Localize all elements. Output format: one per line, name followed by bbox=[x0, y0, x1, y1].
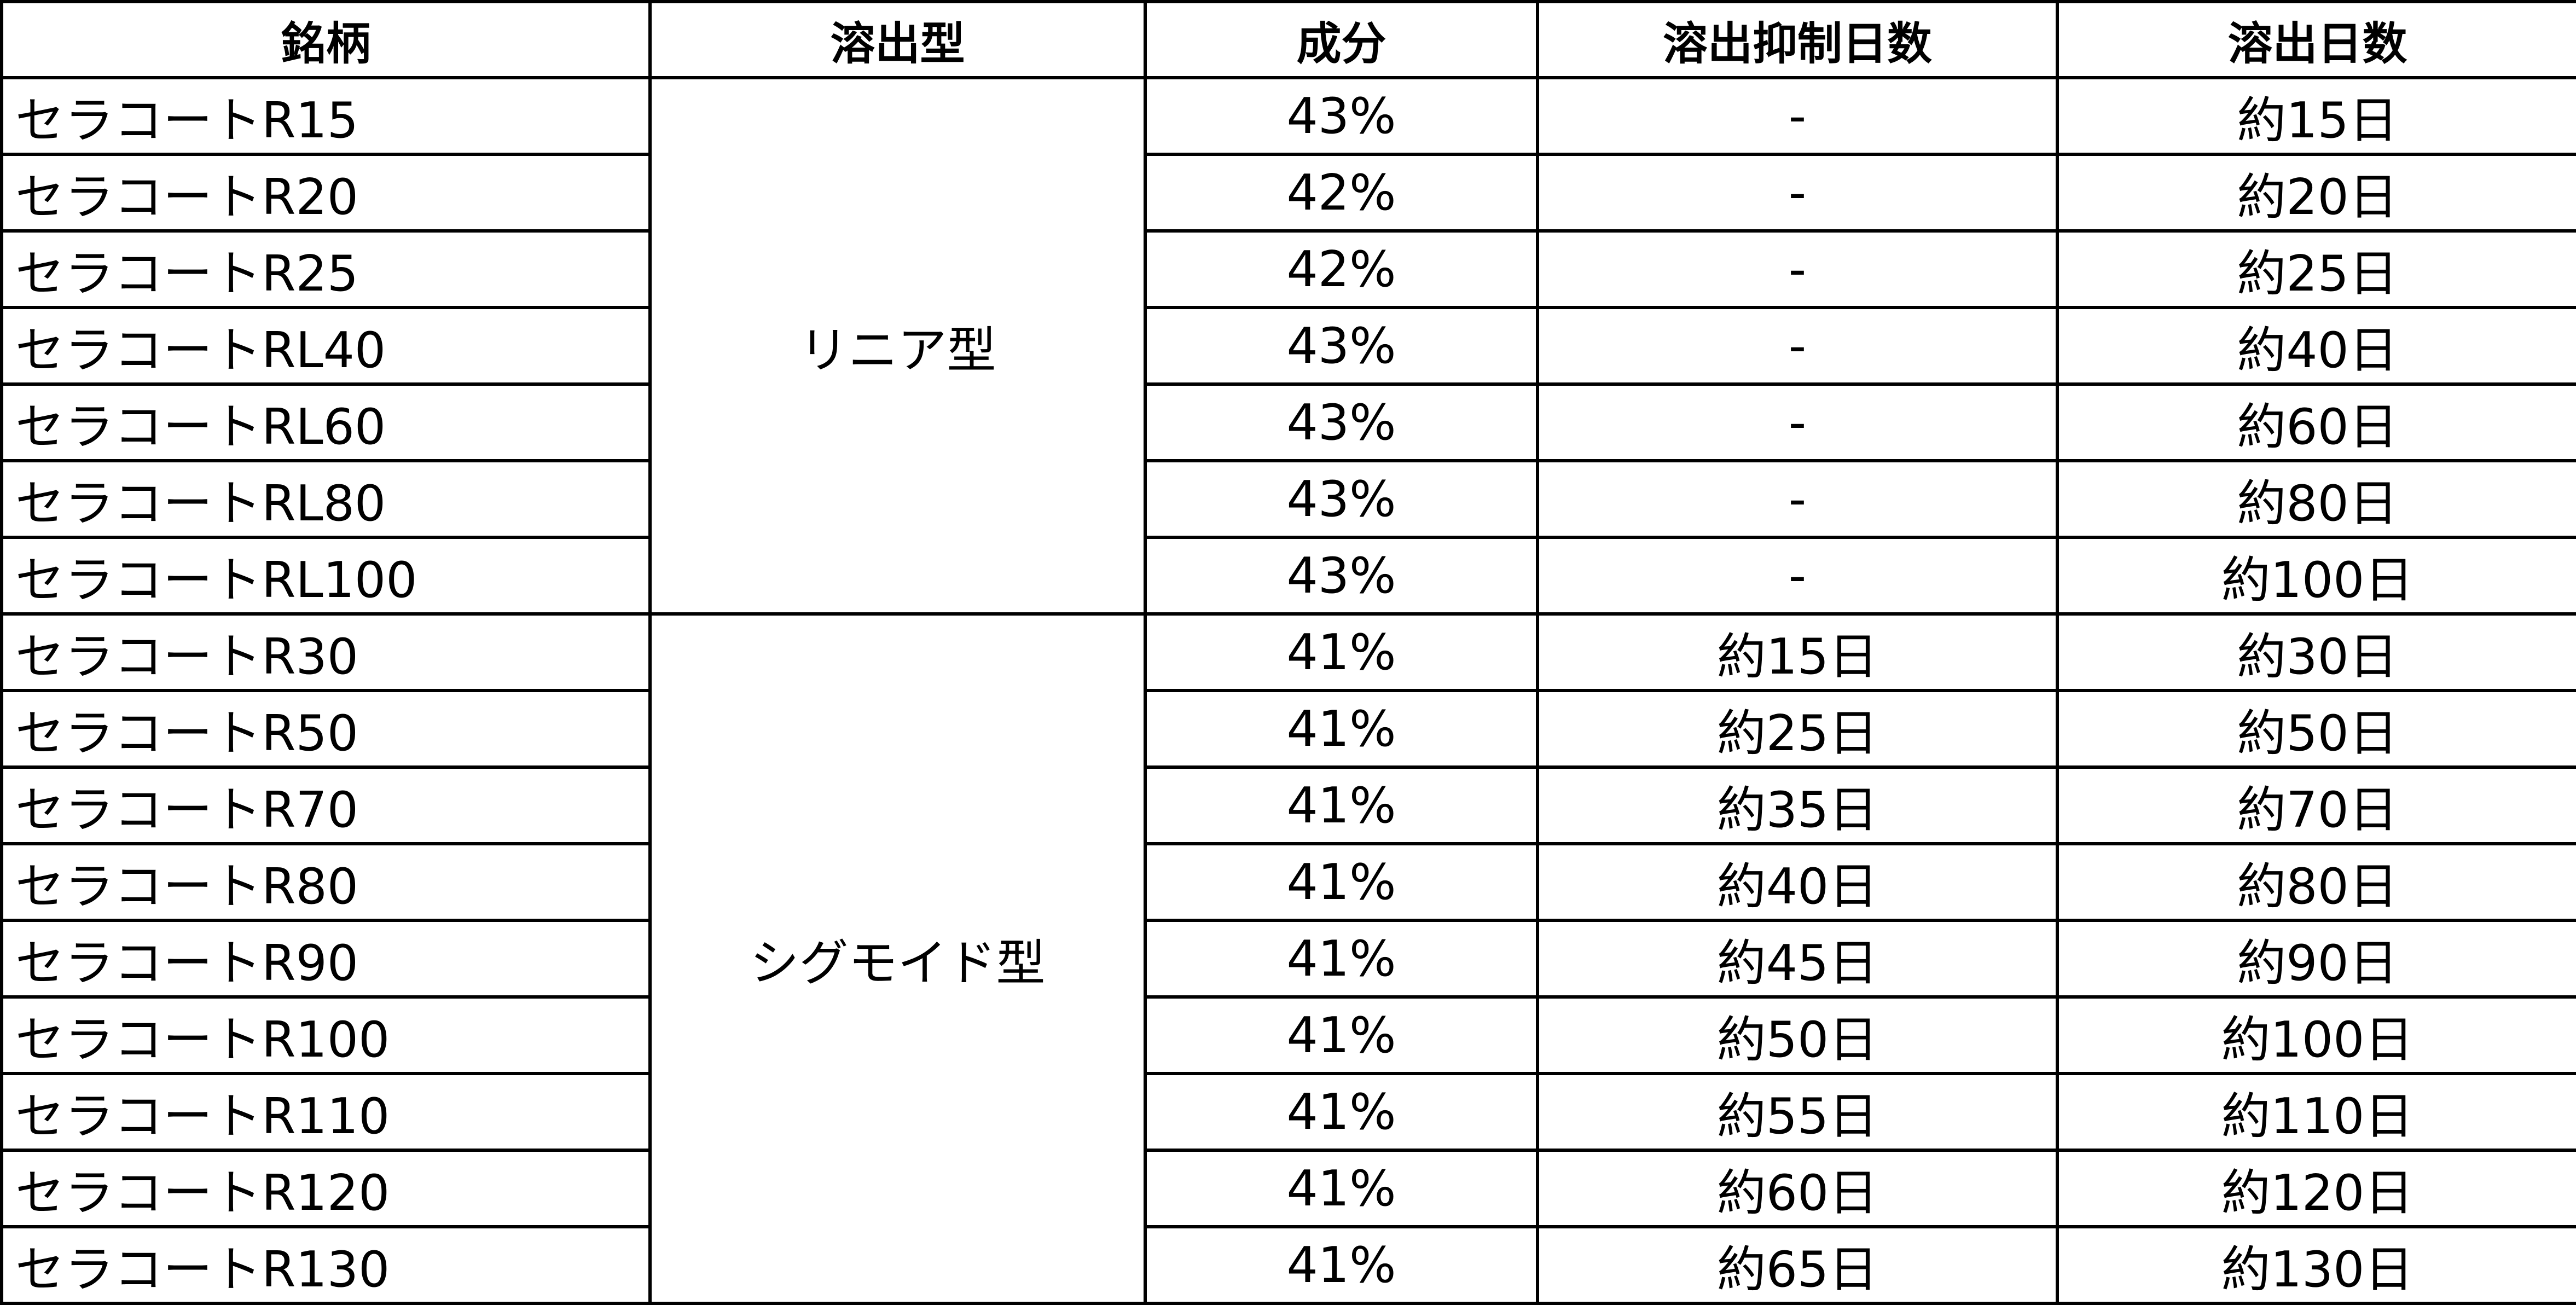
header-product-name: 銘柄 bbox=[0, 0, 652, 79]
release-days-cell: 約110日 bbox=[2056, 1072, 2576, 1152]
product-name-cell: セラコートR90 bbox=[0, 919, 652, 999]
table-row: セラコートR20 42% - 約20日 bbox=[0, 153, 2576, 233]
release-days-cell: 約15日 bbox=[2056, 76, 2576, 156]
release-days-cell: 約25日 bbox=[2056, 229, 2576, 309]
table-row: セラコートRL80 43% - 約80日 bbox=[0, 459, 2576, 539]
suppression-days-cell: 約15日 bbox=[1536, 612, 2059, 692]
component-cell: 41% bbox=[1144, 612, 1539, 692]
release-days-cell: 約100日 bbox=[2056, 995, 2576, 1075]
component-cell: 41% bbox=[1144, 1225, 1539, 1305]
table-row: セラコートR25 42% - 約25日 bbox=[0, 229, 2576, 309]
product-name-cell: セラコートRL80 bbox=[0, 459, 652, 539]
component-cell: 41% bbox=[1144, 842, 1539, 922]
suppression-days-cell: 約55日 bbox=[1536, 1072, 2059, 1152]
product-name-cell: セラコートRL40 bbox=[0, 306, 652, 386]
release-days-cell: 約20日 bbox=[2056, 153, 2576, 233]
table-row: セラコートRL100 43% - 約100日 bbox=[0, 536, 2576, 616]
table-row: セラコートR90 41% 約45日 約90日 bbox=[0, 919, 2576, 999]
product-name-cell: セラコートR80 bbox=[0, 842, 652, 922]
table-row: セラコートR120 41% 約60日 約120日 bbox=[0, 1149, 2576, 1228]
product-name-cell: セラコートR25 bbox=[0, 229, 652, 309]
suppression-days-cell: 約65日 bbox=[1536, 1225, 2059, 1305]
table-row: セラコートR50 41% 約25日 約50日 bbox=[0, 689, 2576, 769]
component-cell: 41% bbox=[1144, 1072, 1539, 1152]
component-cell: 43% bbox=[1144, 459, 1539, 539]
release-days-cell: 約130日 bbox=[2056, 1225, 2576, 1305]
table-body: セラコートR15 リニア型 43% - 約15日 セラコートR20 42% - 約20日 セラコー… bbox=[0, 76, 2576, 1305]
release-days-cell: 約70日 bbox=[2056, 765, 2576, 845]
suppression-days-cell: 約60日 bbox=[1536, 1149, 2059, 1228]
table-row: セラコートR80 41% 約40日 約80日 bbox=[0, 842, 2576, 922]
suppression-days-cell: - bbox=[1536, 153, 2059, 233]
product-name-cell: セラコートRL60 bbox=[0, 382, 652, 462]
header-suppression-days: 溶出抑制日数 bbox=[1536, 0, 2059, 79]
suppression-days-cell: 約35日 bbox=[1536, 765, 2059, 845]
product-name-cell: セラコートR15 bbox=[0, 76, 652, 156]
component-cell: 41% bbox=[1144, 995, 1539, 1075]
suppression-days-cell: - bbox=[1536, 229, 2059, 309]
suppression-days-cell: 約45日 bbox=[1536, 919, 2059, 999]
release-days-cell: 約50日 bbox=[2056, 689, 2576, 769]
product-name-cell: セラコートR110 bbox=[0, 1072, 652, 1152]
release-days-cell: 約80日 bbox=[2056, 842, 2576, 922]
release-type-cell: シグモイド型 bbox=[648, 612, 1147, 1305]
table-row: セラコートR15 リニア型 43% - 約15日 bbox=[0, 76, 2576, 616]
header-component: 成分 bbox=[1144, 0, 1539, 79]
release-days-cell: 約120日 bbox=[2056, 1149, 2576, 1228]
product-name-cell: セラコートR100 bbox=[0, 995, 652, 1075]
table-row: セラコートR30 シグモイド型 41% 約15日 約30日 bbox=[0, 612, 2576, 1305]
product-name-cell: セラコートRL100 bbox=[0, 536, 652, 616]
suppression-days-cell: - bbox=[1536, 382, 2059, 462]
component-cell: 42% bbox=[1144, 153, 1539, 233]
table-row: セラコートRL60 43% - 約60日 bbox=[0, 382, 2576, 462]
component-cell: 43% bbox=[1144, 536, 1539, 616]
table-row: セラコートR100 41% 約50日 約100日 bbox=[0, 995, 2576, 1075]
product-name-cell: セラコートR50 bbox=[0, 689, 652, 769]
product-name-cell: セラコートR120 bbox=[0, 1149, 652, 1228]
component-cell: 41% bbox=[1144, 919, 1539, 999]
header-row: 銘柄 溶出型 成分 溶出抑制日数 溶出日数 bbox=[0, 0, 2576, 79]
suppression-days-cell: - bbox=[1536, 536, 2059, 616]
component-cell: 43% bbox=[1144, 382, 1539, 462]
component-cell: 43% bbox=[1144, 76, 1539, 156]
release-days-cell: 約60日 bbox=[2056, 382, 2576, 462]
component-cell: 41% bbox=[1144, 765, 1539, 845]
component-cell: 41% bbox=[1144, 1149, 1539, 1228]
suppression-days-cell: 約25日 bbox=[1536, 689, 2059, 769]
component-cell: 41% bbox=[1144, 689, 1539, 769]
suppression-days-cell: - bbox=[1536, 76, 2059, 156]
component-cell: 42% bbox=[1144, 229, 1539, 309]
release-type-cell: リニア型 bbox=[648, 76, 1147, 616]
table-row: セラコートR70 41% 約35日 約70日 bbox=[0, 765, 2576, 845]
table-row: セラコートRL40 43% - 約40日 bbox=[0, 306, 2576, 386]
release-days-cell: 約30日 bbox=[2056, 612, 2576, 692]
suppression-days-cell: 約40日 bbox=[1536, 842, 2059, 922]
component-cell: 43% bbox=[1144, 306, 1539, 386]
release-days-cell: 約80日 bbox=[2056, 459, 2576, 539]
suppression-days-cell: 約50日 bbox=[1536, 995, 2059, 1075]
product-name-cell: セラコートR30 bbox=[0, 612, 652, 692]
release-days-cell: 約100日 bbox=[2056, 536, 2576, 616]
product-name-cell: セラコートR20 bbox=[0, 153, 652, 233]
product-name-cell: セラコートR70 bbox=[0, 765, 652, 845]
table-row: セラコートR110 41% 約55日 約110日 bbox=[0, 1072, 2576, 1152]
product-name-cell: セラコートR130 bbox=[0, 1225, 652, 1305]
table-row: セラコートR130 41% 約65日 約130日 bbox=[0, 1225, 2576, 1305]
release-days-cell: 約40日 bbox=[2056, 306, 2576, 386]
suppression-days-cell: - bbox=[1536, 459, 2059, 539]
header-release-days: 溶出日数 bbox=[2056, 0, 2576, 79]
release-days-cell: 約90日 bbox=[2056, 919, 2576, 999]
suppression-days-cell: - bbox=[1536, 306, 2059, 386]
header-release-type: 溶出型 bbox=[648, 0, 1147, 79]
